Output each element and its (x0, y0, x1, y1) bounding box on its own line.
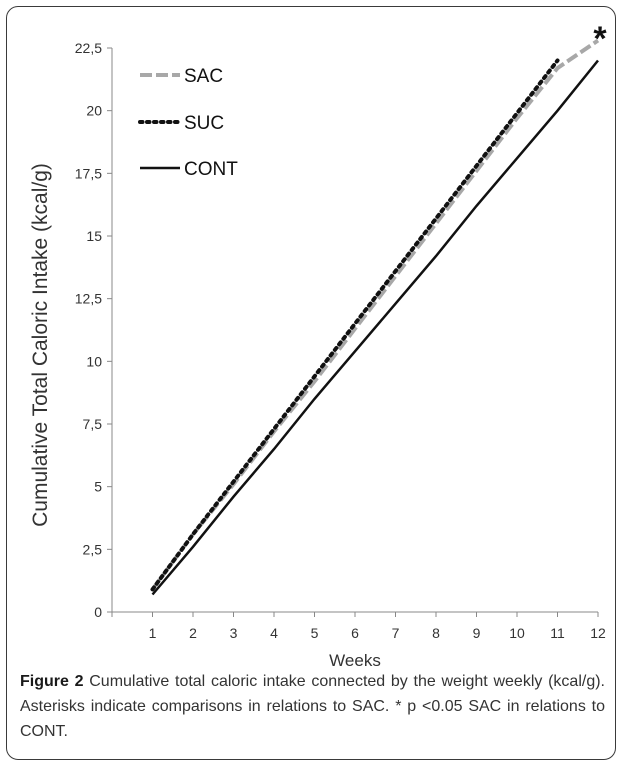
x-tick-label: 11 (550, 625, 565, 641)
figure-caption: Figure 2 Cumulative total caloric intake… (20, 669, 605, 744)
chart-legend: SAC SUC CONT (138, 66, 238, 180)
x-tick-label: 4 (270, 625, 278, 641)
y-tick-label: 15 (86, 228, 102, 244)
figure-label: Figure 2 (20, 673, 84, 690)
x-tick-label: 5 (311, 625, 319, 641)
legend-label-suc: SUC (184, 113, 224, 134)
x-tick-label: 7 (392, 625, 400, 641)
x-tick-label: 6 (351, 625, 359, 641)
caption-text: Cumulative total caloric intake connecte… (20, 673, 606, 740)
y-tick-label: 22,5 (75, 40, 102, 56)
x-tick-label: 3 (230, 625, 238, 641)
significance-asterisk: * (593, 20, 607, 58)
series-line-suc (150, 58, 560, 592)
legend-label-cont: CONT (184, 159, 238, 180)
series-lines (150, 38, 600, 596)
x-tick-label: 10 (509, 625, 525, 641)
y-tick-label: 5 (94, 479, 102, 495)
x-tick-label: 8 (432, 625, 440, 641)
y-tick-label: 0 (94, 604, 102, 620)
x-tick-label: 2 (189, 625, 197, 641)
y-tick-label: 12,5 (75, 291, 102, 307)
y-tick-label: 10 (86, 353, 102, 369)
y-tick-label: 20 (86, 103, 102, 119)
chart-axes (107, 47, 599, 617)
x-tick-label: 9 (473, 625, 481, 641)
y-tick-label: 17,5 (75, 165, 102, 181)
x-tick-label: 1 (149, 625, 157, 641)
y-tick-label: 2,5 (83, 541, 103, 557)
x-axis-label: Weeks (329, 651, 381, 670)
y-axis-label: Cumulative Total Caloric Intake (kcal/g) (29, 163, 52, 527)
series-line-cont (151, 59, 599, 596)
x-tick-labels: 1 2 3 4 5 6 7 8 9 10 11 12 (149, 625, 606, 641)
legend-label-sac: SAC (184, 66, 223, 87)
x-tick-label: 12 (590, 625, 606, 641)
y-tick-label: 7,5 (83, 416, 103, 432)
y-tick-labels: 0 2,5 5 7,5 10 12,5 15 17,5 20 22,5 (75, 40, 102, 620)
